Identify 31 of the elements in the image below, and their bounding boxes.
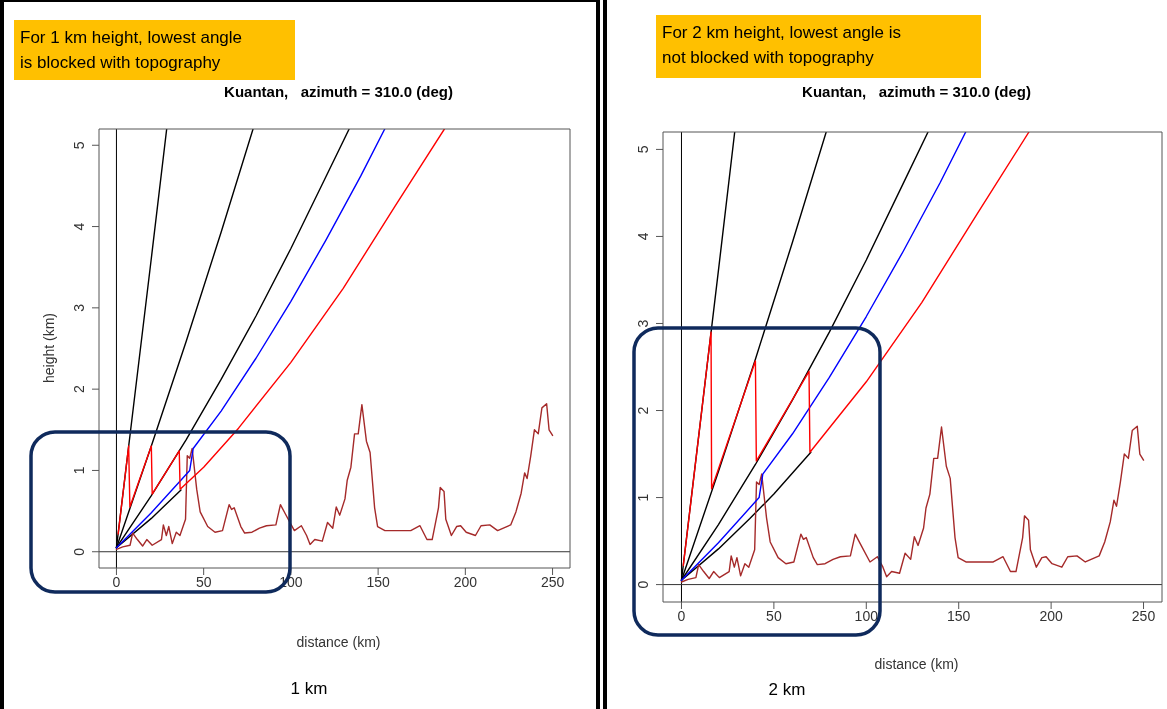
y-tick-label: 1 <box>71 466 87 475</box>
text: For 1 km height, lowest angle is blocked with topography <box>14 20 295 80</box>
x-tick-label: 100 <box>854 607 879 624</box>
y-tick-label: 2 <box>635 406 651 415</box>
y-tick-label: 4 <box>71 222 87 231</box>
x-tick-label: 150 <box>947 607 971 624</box>
x-tick-label: 200 <box>1039 607 1063 624</box>
x-tick-label: 150 <box>366 573 390 590</box>
x-tick-label: 250 <box>1131 607 1156 624</box>
y-tick-label: 5 <box>635 145 651 154</box>
chart-title: Kuantan, azimuth = 310.0 (deg) <box>223 83 454 100</box>
x-axis-title: distance (km) <box>873 656 960 672</box>
x-tick-label: 50 <box>766 607 782 624</box>
x-tick-label: 0 <box>112 573 121 590</box>
y-axis-title: height (km) <box>41 311 57 385</box>
x-tick-label: 0 <box>677 607 686 624</box>
x-tick-label: 200 <box>453 573 478 590</box>
chart-title: Kuantan, azimuth = 310.0 (deg) <box>801 83 1032 100</box>
x-tick-label: 50 <box>195 573 212 590</box>
x-axis-title: distance (km) <box>295 634 382 650</box>
y-tick-label: 3 <box>635 319 651 328</box>
y-tick-label: 0 <box>71 547 87 556</box>
y-tick-label: 4 <box>635 232 651 241</box>
text: 2 km <box>767 680 807 700</box>
text: For 2 km height, lowest angle is not blocked with topography <box>656 15 981 78</box>
text: 1 km <box>289 679 329 699</box>
y-tick-label: 5 <box>71 141 87 150</box>
y-tick-label: 1 <box>635 493 651 502</box>
y-tick-label: 2 <box>71 385 87 394</box>
y-tick-label: 3 <box>71 303 87 312</box>
x-tick-label: 250 <box>540 573 565 590</box>
